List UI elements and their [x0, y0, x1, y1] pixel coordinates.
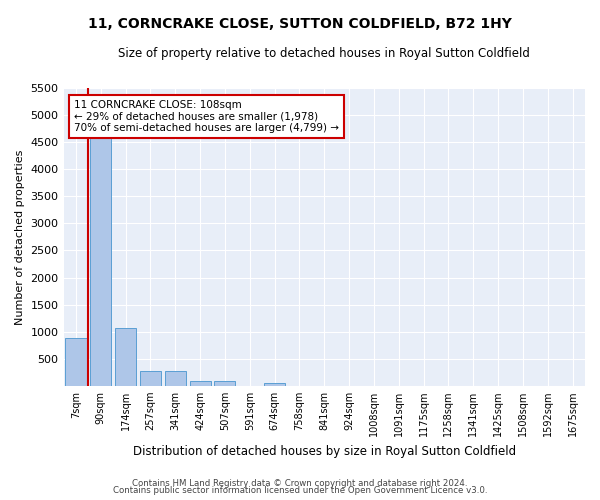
- Bar: [165, 370, 186, 386]
- Text: Contains HM Land Registry data © Crown copyright and database right 2024.: Contains HM Land Registry data © Crown c…: [132, 478, 468, 488]
- Text: 11 CORNCRAKE CLOSE: 108sqm
← 29% of detached houses are smaller (1,978)
70% of s: 11 CORNCRAKE CLOSE: 108sqm ← 29% of deta…: [74, 100, 339, 133]
- Bar: [214, 382, 235, 386]
- Text: Contains public sector information licensed under the Open Government Licence v3: Contains public sector information licen…: [113, 486, 487, 495]
- Bar: [65, 338, 86, 386]
- Title: Size of property relative to detached houses in Royal Sutton Coldfield: Size of property relative to detached ho…: [118, 48, 530, 60]
- Y-axis label: Number of detached properties: Number of detached properties: [15, 149, 25, 324]
- X-axis label: Distribution of detached houses by size in Royal Sutton Coldfield: Distribution of detached houses by size …: [133, 444, 516, 458]
- Bar: [140, 370, 161, 386]
- Text: 11, CORNCRAKE CLOSE, SUTTON COLDFIELD, B72 1HY: 11, CORNCRAKE CLOSE, SUTTON COLDFIELD, B…: [88, 18, 512, 32]
- Bar: [90, 138, 112, 386]
- Bar: [264, 382, 285, 386]
- Bar: [190, 382, 211, 386]
- Bar: [115, 328, 136, 386]
